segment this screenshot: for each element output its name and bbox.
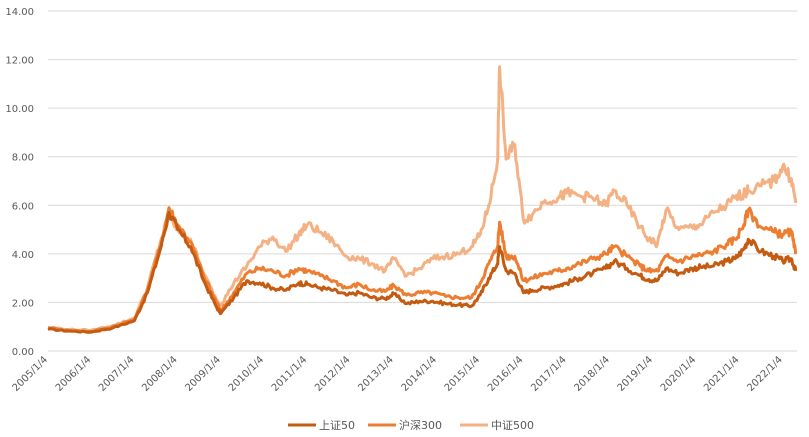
y-tick-label: 10.00 <box>5 104 34 115</box>
gridlines <box>48 10 797 352</box>
legend-label: 上证50 <box>319 419 355 432</box>
y-tick-label: 14.00 <box>5 7 34 18</box>
x-tick-label: 2017/1/4 <box>529 354 569 394</box>
x-tick-label: 2019/1/4 <box>616 354 656 394</box>
series-line-0 <box>47 211 798 334</box>
series-lines <box>47 65 798 334</box>
y-tick-label: 4.00 <box>12 250 34 261</box>
y-tick-label: 2.00 <box>12 298 34 309</box>
x-tick-label: 2014/1/4 <box>400 354 440 394</box>
legend-label: 沪深300 <box>399 418 442 432</box>
x-tick-label: 2008/1/4 <box>140 354 180 394</box>
y-tick-label: 6.00 <box>12 201 34 212</box>
x-tick-label: 2005/1/4 <box>11 354 51 394</box>
legend: 上证50 沪深300 中证500 <box>288 418 534 432</box>
x-tick-label: 2018/1/4 <box>572 354 612 394</box>
y-axis: 0.00 2.00 4.00 6.00 8.00 10.00 12.00 14.00 <box>5 7 34 358</box>
y-tick-label: 8.00 <box>12 153 34 164</box>
x-tick-label: 2007/1/4 <box>97 354 137 394</box>
legend-label: 中证500 <box>491 419 534 432</box>
x-tick-label: 2006/1/4 <box>54 354 94 394</box>
y-tick-label: 12.00 <box>5 56 34 67</box>
x-tick-label: 2011/1/4 <box>270 354 310 394</box>
x-tick-label: 2022/1/4 <box>745 354 785 394</box>
x-tick-label: 2012/1/4 <box>313 354 353 394</box>
x-tick-label: 2013/1/4 <box>356 354 396 394</box>
y-tick-label: 0.00 <box>12 347 34 358</box>
x-tick-label: 2009/1/4 <box>183 354 223 394</box>
x-axis: 2005/1/4 2006/1/4 2007/1/4 2008/1/4 2009/1/4… <box>11 354 785 394</box>
series-line-1 <box>47 206 798 334</box>
x-tick-label: 2015/1/4 <box>443 354 483 394</box>
x-tick-label: 2010/1/4 <box>227 354 267 394</box>
x-tick-label: 2021/1/4 <box>702 354 742 394</box>
x-tick-label: 2016/1/4 <box>486 354 526 394</box>
x-tick-label: 2020/1/4 <box>659 354 699 394</box>
